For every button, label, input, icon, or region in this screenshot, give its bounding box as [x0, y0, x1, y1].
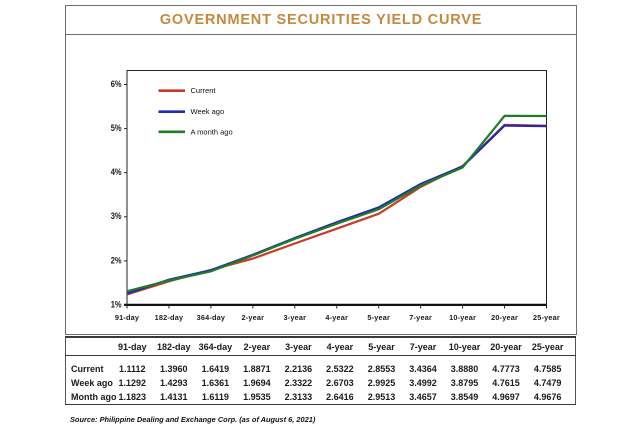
svg-text:7-year: 7-year — [409, 313, 432, 322]
svg-text:5-year: 5-year — [367, 313, 390, 322]
svg-text:182-day: 182-day — [155, 313, 184, 322]
svg-text:3%: 3% — [111, 211, 122, 222]
svg-text:2%: 2% — [111, 255, 122, 266]
svg-text:4%: 4% — [111, 167, 122, 178]
svg-text:5%: 5% — [111, 123, 122, 134]
svg-text:Week ago: Week ago — [191, 107, 225, 116]
svg-text:2-year: 2-year — [241, 313, 264, 322]
svg-text:10-year: 10-year — [449, 313, 476, 322]
svg-text:1%: 1% — [111, 299, 122, 310]
svg-text:A month ago: A month ago — [191, 127, 233, 136]
svg-text:3-year: 3-year — [283, 313, 306, 322]
svg-text:Current: Current — [191, 86, 217, 95]
svg-text:364-day: 364-day — [197, 313, 226, 322]
svg-text:91-day: 91-day — [115, 313, 140, 322]
svg-text:20-year: 20-year — [491, 313, 518, 322]
svg-text:25-year: 25-year — [533, 313, 560, 322]
svg-text:6%: 6% — [111, 79, 122, 90]
svg-text:4-year: 4-year — [325, 313, 348, 322]
